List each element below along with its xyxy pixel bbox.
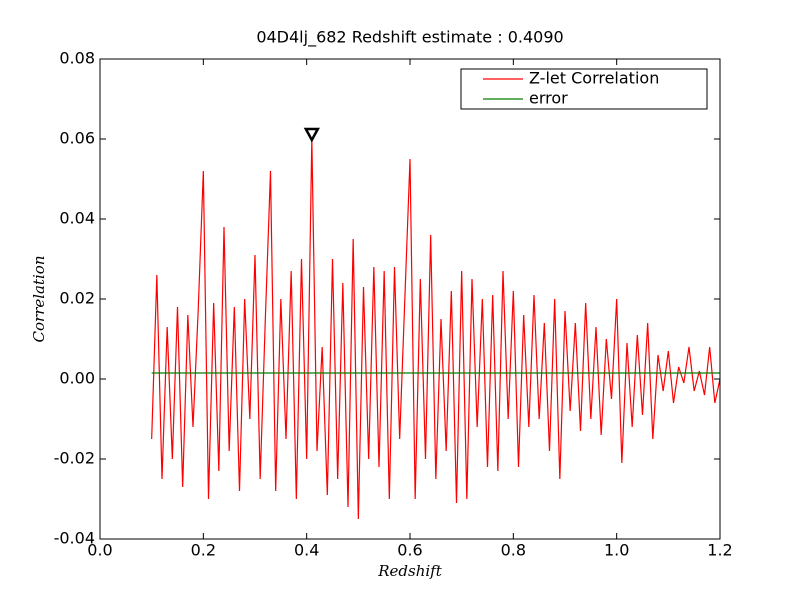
x-tick-label: 0.6	[397, 541, 422, 560]
y-tick-label: 0.06	[59, 129, 95, 148]
y-tick-label: 0.04	[59, 209, 95, 228]
x-tick-label: 1.2	[707, 541, 732, 560]
x-tick-label: 0.0	[87, 541, 112, 560]
y-tick-label: -0.04	[54, 529, 95, 548]
legend-label: error	[529, 89, 568, 108]
series-line	[151, 138, 721, 520]
chart-title: 04D4lj_682 Redshift estimate : 0.4090	[256, 28, 563, 48]
x-tick-label: 0.8	[501, 541, 526, 560]
peak-marker	[303, 127, 320, 143]
x-tick-label: 0.2	[191, 541, 216, 560]
x-axis-label: Redshift	[377, 562, 442, 580]
x-tick-label: 1.0	[604, 541, 629, 560]
x-tick-label: 0.4	[294, 541, 319, 560]
y-tick-label: -0.02	[54, 449, 95, 468]
y-axis-label: Correlation	[30, 256, 48, 343]
y-tick-label: 0.08	[59, 49, 95, 68]
legend-box	[460, 68, 708, 110]
legend-label: Z-let Correlation	[529, 69, 659, 88]
y-tick-label: 0.00	[59, 369, 95, 388]
y-tick-label: 0.02	[59, 289, 95, 308]
